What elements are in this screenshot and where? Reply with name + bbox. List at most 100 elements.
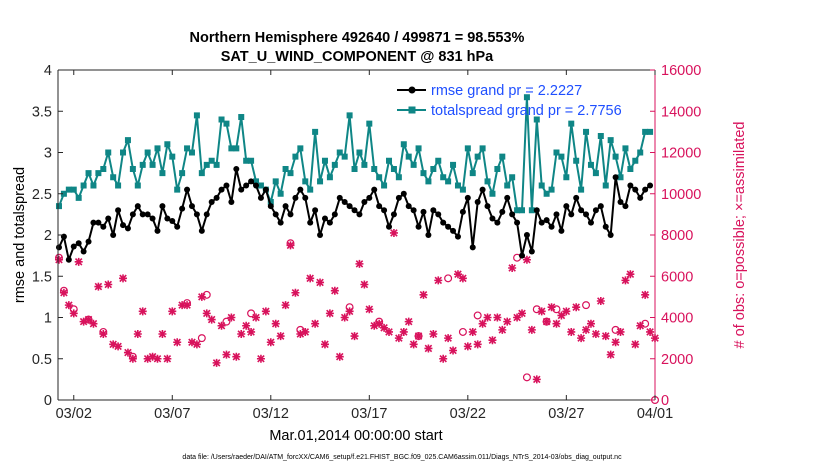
- rmse-point: [356, 211, 363, 218]
- obs-assimilated-point: [173, 338, 182, 347]
- obs-assimilated-point: [483, 313, 492, 322]
- obs-assimilated-point: [104, 280, 113, 289]
- rmse-point: [376, 203, 383, 210]
- rmse-point: [208, 199, 215, 205]
- totalspread-point: [573, 157, 580, 164]
- rmse-point: [415, 223, 422, 230]
- totalspread-point: [509, 174, 516, 181]
- rmse-point: [203, 211, 210, 218]
- totalspread-point: [356, 149, 363, 156]
- obs-assimilated-point: [449, 346, 458, 355]
- plot-area: [58, 70, 655, 400]
- obs-assimilated-point: [54, 255, 63, 264]
- totalspread-point: [390, 166, 397, 172]
- obs-assimilated-point: [242, 321, 251, 330]
- totalspread-point: [622, 145, 629, 152]
- totalspread-point: [154, 145, 161, 152]
- obs-assimilated-point: [488, 336, 497, 345]
- obs-assimilated-point: [537, 307, 546, 316]
- obs-assimilated-point: [291, 288, 300, 297]
- rmse-point: [70, 243, 77, 250]
- obs-assimilated-point: [498, 325, 507, 334]
- totalspread-point: [184, 145, 191, 152]
- obs-possible-point: [552, 305, 561, 314]
- totalspread-point: [257, 182, 264, 189]
- rmse-point: [129, 211, 136, 218]
- totalspread-point: [469, 170, 476, 177]
- rmse-point: [528, 248, 535, 255]
- y-tick-left-label: 4: [44, 63, 52, 79]
- totalspread-point: [297, 145, 304, 152]
- totalspread-point: [55, 203, 62, 210]
- obs-assimilated-point: [473, 340, 482, 349]
- totalspread-point: [514, 207, 521, 214]
- obs-assimilated-point: [247, 327, 256, 336]
- rmse-point: [459, 208, 466, 215]
- totalspread-point: [213, 161, 220, 168]
- rmse-point: [410, 207, 417, 214]
- rmse-point: [464, 194, 471, 201]
- rmse-point: [193, 211, 200, 218]
- rmse-point: [95, 219, 102, 226]
- rmse-point: [553, 211, 560, 218]
- totalspread-point: [612, 153, 619, 160]
- obs-assimilated-point: [596, 297, 605, 305]
- obs-assimilated-point: [606, 350, 615, 359]
- rmse-point: [184, 186, 191, 193]
- obs-assimilated-point: [306, 274, 315, 283]
- obs-possible-point: [375, 317, 384, 326]
- totalspread-point: [361, 161, 368, 168]
- y-tick-right-label: 10000: [661, 187, 701, 203]
- obs-assimilated-point: [168, 307, 177, 316]
- rmse-point: [430, 207, 437, 214]
- rmse-point: [578, 207, 585, 214]
- rmse-point: [218, 186, 225, 193]
- obs-assimilated-point: [158, 330, 167, 338]
- totalspread-point: [134, 182, 141, 189]
- totalspread-point: [95, 170, 102, 177]
- obs-assimilated-point: [252, 313, 261, 322]
- obs-assimilated-point: [138, 307, 147, 316]
- rmse-point: [302, 194, 309, 201]
- totalspread-point: [302, 178, 309, 185]
- obs-possible-point: [202, 290, 211, 299]
- rmse-point: [420, 208, 427, 215]
- obs-assimilated-point: [119, 274, 128, 283]
- x-tick-label: 03/22: [450, 406, 486, 422]
- x-tick-label: 03/02: [56, 406, 92, 422]
- rmse-point: [169, 217, 176, 224]
- totalspread-point: [321, 157, 328, 164]
- obs-assimilated-point: [114, 342, 123, 351]
- rmse-point: [390, 211, 397, 218]
- obs-possible-point: [582, 301, 591, 310]
- obs-possible-point: [197, 334, 206, 343]
- totalspread-point: [233, 145, 240, 152]
- obs-assimilated-point: [567, 327, 576, 336]
- totalspread-point: [415, 145, 422, 152]
- obs-assimilated-point: [626, 270, 635, 279]
- totalspread-point: [70, 186, 77, 193]
- obs-possible-point: [542, 317, 551, 326]
- y-tick-left-label: 3: [44, 146, 52, 162]
- totalspread-point: [543, 190, 550, 197]
- rmse-point: [612, 174, 619, 181]
- obs-assimilated-point: [350, 332, 359, 341]
- rmse-point: [336, 194, 343, 201]
- obs-assimilated-point: [380, 323, 389, 332]
- obs-assimilated-point: [187, 338, 196, 347]
- rmse-point: [440, 219, 447, 226]
- obs-assimilated-point: [503, 317, 512, 326]
- obs-assimilated-point: [453, 270, 462, 279]
- legend-marker-rmse: [408, 86, 416, 94]
- obs-possible-point: [54, 253, 63, 262]
- totalspread-point: [292, 153, 299, 160]
- obs-assimilated-point: [508, 264, 517, 272]
- totalspread-point: [459, 186, 466, 193]
- totalspread-point: [548, 186, 555, 193]
- y-tick-right-label: 4000: [661, 311, 693, 327]
- obs-assimilated-point: [365, 305, 374, 314]
- totalspread-point: [90, 182, 97, 189]
- totalspread-point: [558, 153, 565, 160]
- totalspread-point: [169, 153, 176, 160]
